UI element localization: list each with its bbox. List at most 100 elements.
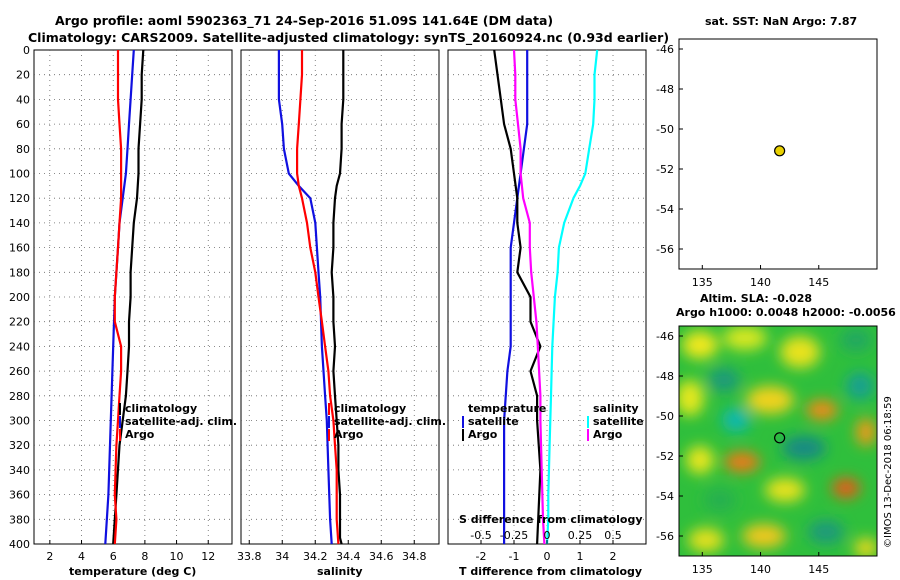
depth-tick-label: 80 [16, 143, 30, 156]
sla-heatmap-field [679, 326, 877, 556]
temperature-tick-labels: 2 4 6 8 10 12 [46, 540, 215, 563]
depth-tick-label: 20 [16, 69, 30, 82]
x-tick-label: 12 [201, 550, 215, 563]
salinity-panel: 33.8 34 34.2 34.4 34.6 34.8 salinity climatol… [237, 49, 446, 578]
legend-climatology-label: climatology [334, 402, 406, 415]
series-line-t-satellite [503, 50, 529, 544]
sla-map-axes [678, 325, 878, 557]
difference-lines [493, 49, 599, 545]
s-tick-label: 0 [544, 529, 551, 542]
profile-location-marker [774, 432, 786, 444]
difference-axes [447, 49, 647, 545]
x-tick-label: 2 [46, 550, 53, 563]
depth-tick-label: 320 [9, 439, 30, 452]
series-line-s-satellite [545, 49, 599, 545]
depth-tick-label: 280 [9, 390, 30, 403]
map-x-tick-label: 145 [808, 276, 829, 289]
sla-map-title-line1: Altim. SLA: -0.028 [700, 292, 812, 305]
map-x-tick-label: 135 [692, 563, 713, 576]
depth-tick-label: 240 [9, 340, 30, 353]
map-y-tick-label: -48 [656, 83, 674, 96]
depth-tick-label: 340 [9, 464, 30, 477]
depth-tick-label: 140 [9, 217, 30, 230]
map-y-tick-label: -56 [656, 243, 674, 256]
x-tick-label: 34.6 [369, 550, 394, 563]
sst-map-marks [774, 145, 786, 157]
s-tick-label: -0.25 [500, 529, 528, 542]
depth-tick-label: 100 [9, 168, 30, 181]
s-difference-tick-labels: -0.5 -0.25 0 0.25 0.5 [470, 529, 621, 542]
x-tick-label: 1 [577, 550, 584, 563]
map-y-tick-label: -54 [656, 203, 674, 216]
salinity-tick-labels: 33.8 34 34.2 34.4 34.6 34.8 [237, 540, 427, 563]
sla-map-marks [774, 432, 786, 444]
depth-tick-label: 180 [9, 266, 30, 279]
depth-tick-label: 40 [16, 93, 30, 106]
x-tick-label: -2 [476, 550, 487, 563]
temperature-legend: climatology satellite-adj. clim. Argo [119, 402, 237, 441]
map-y-tick-label: -52 [656, 163, 674, 176]
x-tick-label: 33.8 [237, 550, 262, 563]
depth-tick-label: 400 [9, 538, 30, 551]
sst-map-panel: sat. SST: NaN Argo: 7.87 135 140 145 -46 -48… [656, 15, 878, 289]
sla-map-panel: Altim. SLA: -0.028 Argo h1000: 0.0048 h2… [656, 292, 896, 576]
t-difference-tick-labels: -2 -1 0 1 2 [476, 540, 617, 563]
depth-tick-label: 160 [9, 242, 30, 255]
x-tick-label: 6 [110, 550, 117, 563]
legend-t-satellite-label: satellite [468, 415, 519, 428]
temperature-axes [33, 49, 233, 545]
temperature-panel: 0 20 40 60 80 100 120 140 160 180 200 220 240 260 280 3… [9, 44, 237, 578]
legend-t-argo-label: Argo [468, 428, 498, 441]
sla-map-background [679, 326, 877, 556]
series-line-t-argo [493, 49, 542, 545]
map-y-tick-label: -48 [656, 370, 674, 383]
s-difference-xlabel: S difference from climatology [459, 513, 643, 526]
s-tick-label: -0.5 [470, 529, 491, 542]
figure-title-line2: Climatology: CARS2009. Satellite-adjuste… [28, 30, 669, 46]
figure-title-line1: Argo profile: aoml 5902363_71 24-Sep-201… [55, 13, 553, 29]
x-tick-label: 8 [141, 550, 148, 563]
credit-text: ©IMOS 13-Dec-2018 06:18:59 [883, 396, 894, 548]
difference-legend: temperature satellite Argo salinity sate… [462, 402, 644, 441]
series-line-satellite-adj-clim- [277, 50, 333, 545]
x-tick-label: 10 [170, 550, 184, 563]
temperature-grid [34, 50, 232, 544]
map-y-tick-label: -50 [656, 410, 674, 423]
temperature-xlabel: temperature (deg C) [69, 565, 196, 578]
depth-tick-label: 60 [16, 118, 30, 131]
salinity-grid [241, 50, 439, 544]
difference-panel: -2 -1 0 1 2 -0.5 -0.25 0 0.25 0.5 S difference f… [447, 49, 647, 578]
depth-tick-label: 300 [9, 415, 30, 428]
sst-map-tick-labels: 135 140 145 -46 -48 -50 -52 -54 -56 [656, 43, 829, 289]
x-tick-label: 0 [544, 550, 551, 563]
depth-tick-labels: 0 20 40 60 80 100 120 140 160 180 200 220 240 260 280 3… [9, 44, 30, 551]
x-tick-label: 34.8 [402, 550, 427, 563]
legend-argo-label: Argo [125, 428, 155, 441]
x-tick-label: 34 [275, 550, 289, 563]
map-y-tick-label: -46 [656, 43, 674, 56]
sst-map-title: sat. SST: NaN Argo: 7.87 [705, 15, 857, 28]
depth-tick-label: 200 [9, 291, 30, 304]
legend-satellite-label: satellite-adj. clim. [334, 415, 446, 428]
depth-tick-label: 260 [9, 365, 30, 378]
x-tick-label: 2 [610, 550, 617, 563]
x-tick-label: -1 [509, 550, 520, 563]
legend-argo-label: Argo [334, 428, 364, 441]
series-line-s-argo [512, 49, 546, 545]
salinity-xlabel: salinity [317, 565, 363, 578]
map-x-tick-label: 135 [692, 276, 713, 289]
depth-tick-label: 0 [23, 44, 30, 57]
salinity-axes [240, 49, 440, 545]
x-tick-label: 34.4 [336, 550, 361, 563]
legend-temperature-title: temperature [468, 402, 546, 415]
s-tick-label: 0.5 [604, 529, 622, 542]
series-line-climatology [330, 50, 345, 545]
map-x-tick-label: 140 [750, 276, 771, 289]
map-y-tick-label: -52 [656, 450, 674, 463]
map-y-tick-label: -56 [656, 530, 674, 543]
series-line-argo [296, 50, 340, 545]
temperature-lines [104, 49, 145, 545]
t-difference-xlabel: T difference from climatology [459, 565, 642, 578]
depth-tick-label: 220 [9, 316, 30, 329]
